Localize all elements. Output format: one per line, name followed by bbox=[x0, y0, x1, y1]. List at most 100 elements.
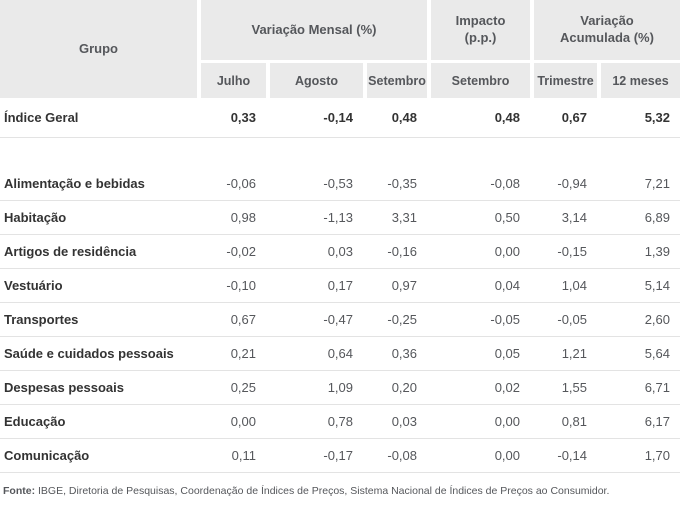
value-cell: 0,21 bbox=[197, 337, 266, 371]
value-cell: -0,10 bbox=[197, 269, 266, 303]
value-cell: 5,32 bbox=[597, 98, 680, 138]
value-cell: 7,21 bbox=[597, 167, 680, 201]
value-cell: 0,25 bbox=[197, 371, 266, 405]
value-cell: 0,17 bbox=[266, 269, 363, 303]
value-cell: -0,14 bbox=[530, 439, 597, 473]
row-label: Educação bbox=[0, 405, 197, 439]
value-cell: 1,21 bbox=[530, 337, 597, 371]
value-cell: 0,04 bbox=[427, 269, 530, 303]
row-label: Índice Geral bbox=[0, 98, 197, 138]
value-cell: 0,48 bbox=[363, 98, 427, 138]
value-cell: 0,97 bbox=[363, 269, 427, 303]
value-cell: 0,20 bbox=[363, 371, 427, 405]
table-row: Habitação 0,98 -1,13 3,31 0,50 3,14 6,89 bbox=[0, 201, 680, 235]
row-label: Vestuário bbox=[0, 269, 197, 303]
value-cell: 0,67 bbox=[530, 98, 597, 138]
table-row: Despesas pessoais 0,25 1,09 0,20 0,02 1,… bbox=[0, 371, 680, 405]
value-cell: 0,00 bbox=[427, 439, 530, 473]
source-text: IBGE, Diretoria de Pesquisas, Coordenaçã… bbox=[35, 485, 610, 497]
value-cell: 6,71 bbox=[597, 371, 680, 405]
value-cell: 2,60 bbox=[597, 303, 680, 337]
table-row: Artigos de residência -0,02 0,03 -0,16 0… bbox=[0, 235, 680, 269]
value-cell: 0,98 bbox=[197, 201, 266, 235]
value-cell: 1,09 bbox=[266, 371, 363, 405]
value-cell: -0,08 bbox=[427, 167, 530, 201]
subheader-trimestre: Trimestre bbox=[530, 60, 597, 98]
source-note: Fonte: IBGE, Diretoria de Pesquisas, Coo… bbox=[0, 473, 680, 499]
value-cell: -0,47 bbox=[266, 303, 363, 337]
table-row: Vestuário -0,10 0,17 0,97 0,04 1,04 5,14 bbox=[0, 269, 680, 303]
value-cell: 0,03 bbox=[363, 405, 427, 439]
value-cell: -0,14 bbox=[266, 98, 363, 138]
value-cell: -0,94 bbox=[530, 167, 597, 201]
table-row: Saúde e cuidados pessoais 0,21 0,64 0,36… bbox=[0, 337, 680, 371]
value-cell: 0,36 bbox=[363, 337, 427, 371]
row-label: Artigos de residência bbox=[0, 235, 197, 269]
row-label: Habitação bbox=[0, 201, 197, 235]
value-cell: 6,17 bbox=[597, 405, 680, 439]
value-cell: -0,06 bbox=[197, 167, 266, 201]
value-cell: 0,81 bbox=[530, 405, 597, 439]
value-cell: 0,00 bbox=[427, 405, 530, 439]
column-group-row: Grupo Variação Mensal (%) Impacto (p.p.)… bbox=[0, 0, 680, 98]
value-cell: 0,11 bbox=[197, 439, 266, 473]
column-group-impacto: Impacto (p.p.) bbox=[427, 0, 530, 60]
value-cell: 0,05 bbox=[427, 337, 530, 371]
value-cell: -0,02 bbox=[197, 235, 266, 269]
value-cell: -0,17 bbox=[266, 439, 363, 473]
value-cell: 6,89 bbox=[597, 201, 680, 235]
column-group-variacao-acumulada: Variação Acumulada (%) bbox=[530, 0, 680, 60]
value-cell: 3,14 bbox=[530, 201, 597, 235]
table-row: Alimentação e bebidas -0,06 -0,53 -0,35 … bbox=[0, 167, 680, 201]
value-cell: 1,04 bbox=[530, 269, 597, 303]
value-cell: -0,35 bbox=[363, 167, 427, 201]
group-column-header: Grupo bbox=[0, 0, 197, 98]
value-cell: -1,13 bbox=[266, 201, 363, 235]
subheader-setembro: Setembro bbox=[363, 60, 427, 98]
table-row: Educação 0,00 0,78 0,03 0,00 0,81 6,17 bbox=[0, 405, 680, 439]
source-label: Fonte: bbox=[3, 485, 36, 497]
subheader-julho: Julho bbox=[197, 60, 266, 98]
summary-row: Índice Geral 0,33 -0,14 0,48 0,48 0,67 5… bbox=[0, 98, 680, 138]
value-cell: -0,08 bbox=[363, 439, 427, 473]
value-cell: 1,39 bbox=[597, 235, 680, 269]
value-cell: 0,67 bbox=[197, 303, 266, 337]
value-cell: 5,64 bbox=[597, 337, 680, 371]
value-cell: 5,14 bbox=[597, 269, 680, 303]
table-body: Índice Geral 0,33 -0,14 0,48 0,48 0,67 5… bbox=[0, 98, 680, 473]
value-cell: -0,53 bbox=[266, 167, 363, 201]
value-cell: -0,05 bbox=[427, 303, 530, 337]
ipca-groups-table: Grupo Variação Mensal (%) Impacto (p.p.)… bbox=[0, 0, 680, 473]
row-label: Saúde e cuidados pessoais bbox=[0, 337, 197, 371]
spacer-row bbox=[0, 138, 680, 167]
value-cell: 1,55 bbox=[530, 371, 597, 405]
value-cell: -0,25 bbox=[363, 303, 427, 337]
value-cell: 3,31 bbox=[363, 201, 427, 235]
table-header: Grupo Variação Mensal (%) Impacto (p.p.)… bbox=[0, 0, 680, 98]
value-cell: 0,78 bbox=[266, 405, 363, 439]
value-cell: -0,16 bbox=[363, 235, 427, 269]
row-label: Despesas pessoais bbox=[0, 371, 197, 405]
value-cell: 0,64 bbox=[266, 337, 363, 371]
subheader-agosto: Agosto bbox=[266, 60, 363, 98]
subheader-12-meses: 12 meses bbox=[597, 60, 680, 98]
value-cell: 0,50 bbox=[427, 201, 530, 235]
value-cell: -0,15 bbox=[530, 235, 597, 269]
value-cell: 0,33 bbox=[197, 98, 266, 138]
value-cell: 0,03 bbox=[266, 235, 363, 269]
subheader-setembro-impacto: Setembro bbox=[427, 60, 530, 98]
table-row: Comunicação 0,11 -0,17 -0,08 0,00 -0,14 … bbox=[0, 439, 680, 473]
value-cell: 0,02 bbox=[427, 371, 530, 405]
column-group-variacao-mensal: Variação Mensal (%) bbox=[197, 0, 427, 60]
value-cell: 0,48 bbox=[427, 98, 530, 138]
row-label: Transportes bbox=[0, 303, 197, 337]
table-row: Transportes 0,67 -0,47 -0,25 -0,05 -0,05… bbox=[0, 303, 680, 337]
subheader-row: Julho Agosto Setembro Setembro Trimestre… bbox=[0, 60, 680, 98]
row-label: Alimentação e bebidas bbox=[0, 167, 197, 201]
value-cell: 1,70 bbox=[597, 439, 680, 473]
value-cell: 0,00 bbox=[427, 235, 530, 269]
row-label: Comunicação bbox=[0, 439, 197, 473]
value-cell: 0,00 bbox=[197, 405, 266, 439]
value-cell: -0,05 bbox=[530, 303, 597, 337]
